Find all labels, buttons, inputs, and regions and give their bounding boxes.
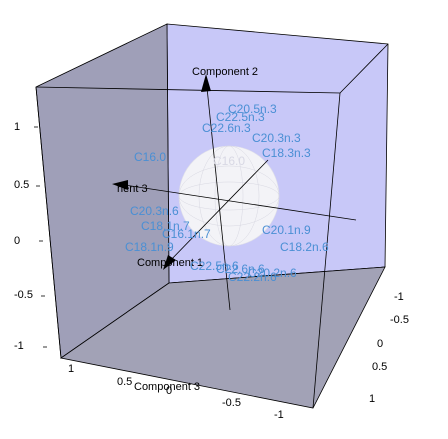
point-label: C20.1n.9	[262, 223, 311, 237]
tick-label-z-3: -0.5	[14, 289, 33, 301]
point-label: C16.0	[134, 150, 166, 164]
tick-label-y-4: 1	[369, 393, 375, 405]
point-label: C20.5n.3	[228, 102, 277, 116]
point-label: C18.2n.6	[280, 240, 329, 254]
tick-marks	[34, 126, 47, 348]
tick-label-y-3: 0.5	[372, 361, 387, 373]
tick-label-y-2: 0	[377, 338, 383, 350]
cube-left-front-vertical	[35, 86, 62, 359]
axis-label-component-3-back: nent 3	[117, 183, 148, 195]
tick-label-x-3: -0.5	[222, 397, 241, 409]
axis-arrow-2	[201, 74, 211, 92]
point-label: C22.6n.3	[202, 121, 251, 135]
axis-arrow-3	[112, 180, 128, 190]
tick-label-x-0: 1	[68, 363, 74, 375]
axis-arrow-1	[163, 255, 176, 270]
tick-label-x-4: -1	[274, 409, 284, 421]
tick-label-z-0: 1	[14, 121, 20, 133]
tick-label-y-0: -1	[394, 291, 404, 303]
tick-label-z-1: 0.5	[14, 179, 29, 191]
point-label: C18.3n.3	[262, 146, 311, 160]
point-label: C20.3n.3	[252, 131, 301, 145]
tick-label-z-2: 0	[14, 235, 20, 247]
tick-label-z-4: -1	[14, 340, 24, 352]
point-label: C22.6n.6	[216, 262, 265, 276]
point-label: C20.2n.6	[248, 266, 297, 280]
point-label: C18.1n.7	[141, 219, 190, 233]
center-label: C16.0	[213, 154, 245, 168]
cube-front-vertical	[312, 92, 341, 409]
tick-label-y-1: -0.5	[390, 314, 409, 326]
tick-labels: 1 0.5 0 -0.5 -1 -1 -0.5 0 0.5 1 1 0.5 0 -0.5 -1	[14, 121, 409, 421]
point-label: C22.2n.6	[228, 270, 277, 284]
axis-label-component-1: Component 1	[137, 257, 203, 269]
point-label: C22.5n.6	[190, 259, 239, 273]
tick-label-x-2: 0	[166, 385, 172, 397]
axis-label-component-2: Component 2	[192, 66, 258, 78]
component-axes	[117, 77, 357, 311]
point-labels: C20.5n.3C22.5n.3C22.6n.3C20.3n.3C18.3n.3…	[125, 102, 329, 284]
axis-label-component-3: Component 3	[134, 381, 200, 393]
point-label: C22.5n.3	[216, 110, 265, 124]
tick-label-x-1: 0.5	[117, 376, 132, 388]
point-label: C16.1n.7	[162, 227, 211, 241]
point-label: C20.3n.6	[130, 204, 179, 218]
point-label: C18.1n.9	[125, 240, 174, 254]
